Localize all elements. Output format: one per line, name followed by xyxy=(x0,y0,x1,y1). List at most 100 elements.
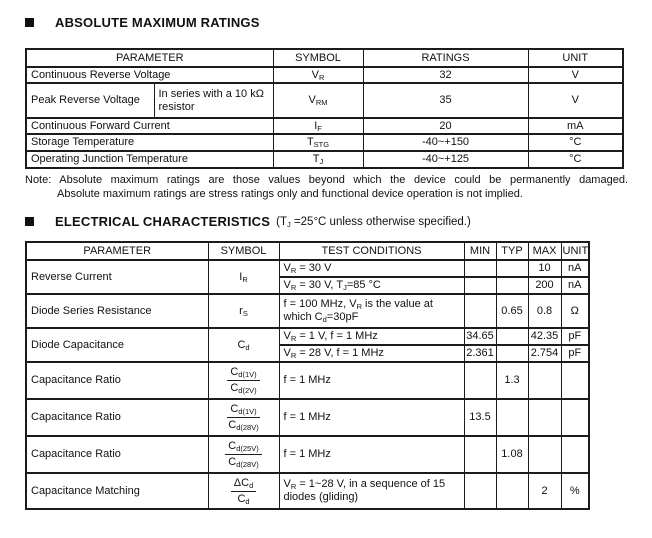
t1-parameter-cell: Storage Temperature xyxy=(25,133,274,152)
t2-parameter-cell: Diode Capacitance xyxy=(25,327,209,363)
t2-unit-cell: nA xyxy=(560,259,590,278)
t2-header-unit: UNIT xyxy=(560,241,590,261)
t1-unit-cell: mA xyxy=(527,117,624,135)
t2-min-cell: 2.361 xyxy=(463,344,497,363)
t2-cond-cell: f = 100 MHz, VR is the value at which Cd… xyxy=(278,293,465,329)
t2-max-cell: 2 xyxy=(527,472,562,510)
t1-rating-cell: -40~+125 xyxy=(362,150,529,169)
t2-unit-cell: Ω xyxy=(560,293,590,329)
t2-max-cell xyxy=(527,361,562,400)
section-title-condition: (TJ =25°C unless otherwise specified.) xyxy=(276,215,471,229)
table-row: Capacitance Ratio Cd(25V) Cd(28V) f = 1 M… xyxy=(25,435,590,474)
t1-condition-cell: In series with a 10 kΩ resistor xyxy=(153,82,274,119)
t1-parameter-cell: Operating Junction Temperature xyxy=(25,150,274,169)
t2-header-row: PARAMETER SYMBOL TEST CONDITIONS MIN TYP… xyxy=(25,241,590,261)
t2-parameter-cell: Capacitance Ratio xyxy=(25,361,209,400)
section-title-text: ABSOLUTE MAXIMUM RATINGS xyxy=(55,15,260,30)
table-row: Peak Reverse Voltage In series with a 10… xyxy=(25,82,624,119)
note-line-2: Absolute maximum ratings are stress rati… xyxy=(57,187,523,200)
t1-parameter-cell: Continuous Forward Current xyxy=(25,117,274,135)
t1-header-unit: UNIT xyxy=(527,48,624,68)
fraction-numerator: Cd(1V) xyxy=(227,403,260,418)
capacitance-ratio-fraction: Cd(1V) Cd(2V) xyxy=(227,366,260,395)
t2-max-cell: 0.8 xyxy=(527,293,562,329)
t2-max-cell: 10 xyxy=(527,259,562,278)
t1-symbol-cell: VRM xyxy=(272,82,364,119)
t1-symbol-cell: IF xyxy=(272,117,364,135)
table-row: Storage Temperature TSTG -40~+150 °C xyxy=(25,133,624,152)
t1-parameter-cell: Continuous Reverse Voltage xyxy=(25,66,274,84)
t2-unit-cell xyxy=(560,361,590,400)
t2-header-max: MAX xyxy=(527,241,562,261)
t1-rating-cell: 32 xyxy=(362,66,529,84)
t2-parameter-cell: Reverse Current xyxy=(25,259,209,295)
fraction-denominator: Cd xyxy=(237,492,250,506)
t2-max-cell xyxy=(527,435,562,474)
note-line-1: Note: Absolute maximum ratings are those… xyxy=(25,174,628,188)
fraction-numerator: ΔCd xyxy=(230,477,257,492)
t2-max-cell: 2.754 xyxy=(527,344,562,363)
t2-cond-cell: f = 1 MHz xyxy=(278,361,465,400)
t2-typ-cell xyxy=(495,472,529,510)
t2-cond-cell: f = 1 MHz xyxy=(278,435,465,474)
t1-rating-cell: -40~+150 xyxy=(362,133,529,152)
t2-typ-cell: 0.65 xyxy=(495,293,529,329)
table-row: VR = 30 V, TJ=85 °C 200 nA xyxy=(26,276,590,295)
t2-cond-cell: VR = 30 V xyxy=(278,259,465,278)
t2-header-parameter: PARAMETER xyxy=(25,241,209,261)
t2-cond-cell: VR = 1 V, f = 1 MHz xyxy=(278,327,465,346)
t2-min-cell xyxy=(463,435,497,474)
t2-typ-cell: 1.3 xyxy=(495,361,529,400)
table-row: VR = 28 V, f = 1 MHz 2.361 2.754 pF xyxy=(26,344,590,363)
t2-max-cell xyxy=(527,398,562,437)
t2-cond-cell: VR = 30 V, TJ=85 °C xyxy=(278,276,465,295)
t2-symbol-cell: ΔCd Cd xyxy=(207,472,280,510)
table-row: Operating Junction Temperature TJ -40~+1… xyxy=(25,150,624,169)
t2-symbol-cell: Cd xyxy=(207,327,280,363)
table-row: Capacitance Matching ΔCd Cd VR = 1~28 V, … xyxy=(25,472,590,510)
t2-typ-cell xyxy=(495,327,529,346)
t2-symbol-cell: Cd(1V) Cd(2V) xyxy=(207,361,280,400)
t2-header-test-conditions: TEST CONDITIONS xyxy=(278,241,465,261)
table-row: Continuous Forward Current IF 20 mA xyxy=(25,117,624,135)
t2-symbol-cell: IR xyxy=(207,259,280,295)
t2-typ-cell xyxy=(495,344,529,363)
t1-rating-cell: 35 xyxy=(362,82,529,119)
t2-parameter-cell: Capacitance Matching xyxy=(25,472,209,510)
t2-parameter-cell: Capacitance Ratio xyxy=(25,398,209,437)
t2-symbol-cell: rS xyxy=(207,293,280,329)
t1-parameter-cell: Peak Reverse Voltage xyxy=(25,82,155,119)
capacitance-ratio-fraction: Cd(1V) Cd(28V) xyxy=(227,403,260,432)
t2-symbol-cell: Cd(1V) Cd(28V) xyxy=(207,398,280,437)
t2-unit-cell: pF xyxy=(560,344,590,363)
section-electrical-characteristics-title: ELECTRICAL CHARACTERISTICS (TJ =25°C unl… xyxy=(25,214,628,229)
t1-unit-cell: °C xyxy=(527,133,624,152)
t1-header-symbol: SYMBOL xyxy=(272,48,364,68)
t1-unit-cell: °C xyxy=(527,150,624,169)
t2-min-cell xyxy=(463,361,497,400)
fraction-numerator: Cd(25V) xyxy=(225,440,262,455)
t1-rating-cell: 20 xyxy=(362,117,529,135)
table-row: Capacitance Ratio Cd(1V) Cd(28V) f = 1 MH… xyxy=(25,398,590,437)
table-row: Continuous Reverse Voltage VR 32 V xyxy=(25,66,624,84)
t1-header-ratings: RATINGS xyxy=(362,48,529,68)
capacitance-ratio-fraction: Cd(25V) Cd(28V) xyxy=(225,440,262,469)
fraction-denominator: Cd(2V) xyxy=(230,382,257,395)
t2-cond-cell: VR = 28 V, f = 1 MHz xyxy=(278,344,465,363)
t2-max-cell: 200 xyxy=(527,276,562,295)
t2-typ-cell xyxy=(495,398,529,437)
square-bullet-icon xyxy=(25,217,34,226)
t2-header-symbol: SYMBOL xyxy=(207,241,280,261)
t2-min-cell: 13.5 xyxy=(463,398,497,437)
t1-header-row: PARAMETER SYMBOL RATINGS UNIT xyxy=(25,48,624,68)
t2-unit-cell: pF xyxy=(560,327,590,346)
table-row: Capacitance Ratio Cd(1V) Cd(2V) f = 1 MHz… xyxy=(25,361,590,400)
t2-header-typ: TYP xyxy=(495,241,529,261)
note-label: Note: xyxy=(25,174,52,186)
table-row: Diode Capacitance Cd VR = 1 V, f = 1 MHz… xyxy=(25,327,590,363)
t2-cond-cell: f = 1 MHz xyxy=(278,398,465,437)
electrical-characteristics-table: PARAMETER SYMBOL TEST CONDITIONS MIN TYP… xyxy=(25,241,590,510)
absolute-maximum-note: Note: Absolute maximum ratings are those… xyxy=(25,174,628,201)
t2-unit-cell: nA xyxy=(560,276,590,295)
